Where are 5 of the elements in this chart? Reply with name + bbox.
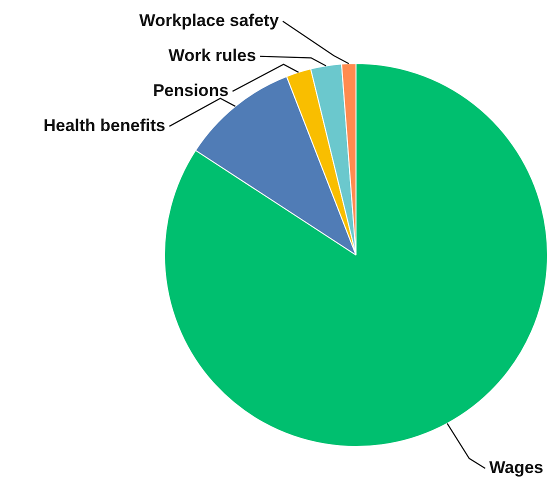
slice-label: Health benefits bbox=[43, 116, 166, 135]
slice-label: Pensions bbox=[152, 80, 229, 100]
slice-label: Work rules bbox=[168, 46, 256, 65]
slice-label: Wages bbox=[489, 458, 544, 478]
slice-label: Workplace safety bbox=[139, 10, 280, 30]
